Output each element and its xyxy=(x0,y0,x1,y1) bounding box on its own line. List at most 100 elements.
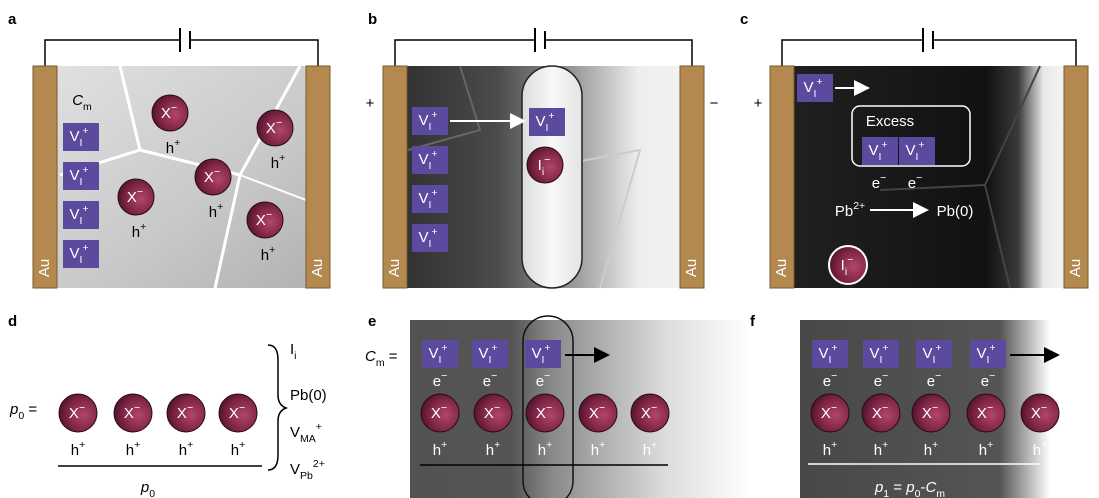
superscript: + xyxy=(441,439,447,451)
superscript: + xyxy=(932,439,938,451)
panel-letter: d xyxy=(8,313,17,330)
superscript: + xyxy=(187,439,193,451)
superscript: + xyxy=(989,342,995,354)
panel-letter: f xyxy=(750,313,756,330)
subscript: I xyxy=(545,122,548,134)
text-part: h xyxy=(271,155,279,172)
superscript: + xyxy=(935,342,941,354)
text-part: X xyxy=(821,405,831,422)
superscript: + xyxy=(431,109,437,121)
text-part: X xyxy=(161,105,171,122)
subscript: i xyxy=(294,350,296,362)
text-part: h xyxy=(179,442,187,459)
text-part: h xyxy=(591,442,599,459)
text-part: e xyxy=(483,373,491,390)
text-part: Pb xyxy=(835,203,853,220)
superscript: + xyxy=(548,110,554,122)
hole: h+ xyxy=(179,439,193,459)
superscript: + xyxy=(316,421,322,433)
subscript: I xyxy=(79,176,82,188)
superscript: + xyxy=(546,439,552,451)
text-part: X xyxy=(69,405,79,422)
subscript: I xyxy=(878,151,881,163)
superscript: + xyxy=(174,137,180,149)
wire xyxy=(395,40,535,66)
text-part: C xyxy=(72,92,83,109)
text-part: X xyxy=(177,405,187,422)
superscript: + xyxy=(831,342,837,354)
text-part: X xyxy=(204,169,214,186)
electrode-label: Au xyxy=(309,259,326,277)
subscript: I xyxy=(879,354,882,366)
text-part: h xyxy=(433,442,441,459)
superscript: − xyxy=(847,254,853,266)
sign: + xyxy=(366,95,375,112)
text-part: h xyxy=(261,247,269,264)
text-part: = xyxy=(889,479,906,496)
text-part: X xyxy=(484,405,494,422)
subscript: I xyxy=(438,354,441,366)
sign: + xyxy=(754,95,763,112)
text-part: V xyxy=(976,345,986,362)
superscript: − xyxy=(546,402,552,414)
text-part: V xyxy=(418,229,428,246)
superscript: − xyxy=(134,402,140,414)
superscript: 2+ xyxy=(313,458,325,470)
text-part: h xyxy=(231,442,239,459)
superscript: + xyxy=(82,203,88,215)
subscript: I xyxy=(79,215,82,227)
lhs: p0 = xyxy=(9,401,37,422)
hole: h+ xyxy=(71,439,85,459)
text-part: h xyxy=(132,224,140,241)
text-part: V xyxy=(868,142,878,159)
superscript: − xyxy=(441,402,447,414)
text-part: e xyxy=(874,373,882,390)
superscript: + xyxy=(918,139,924,151)
text-part: C xyxy=(925,479,936,496)
text-part: V xyxy=(818,345,828,362)
superscript: + xyxy=(1041,439,1047,451)
superscript: + xyxy=(239,439,245,451)
superscript: − xyxy=(831,370,837,382)
subscript: I xyxy=(488,354,491,366)
subscript: I xyxy=(428,238,431,250)
figure: aAuAuCmVI+VI+VI+VI+X−h+X−h+X−h+X−h+X−h+b… xyxy=(0,0,1099,498)
subscript: i xyxy=(845,266,847,278)
text-part: X xyxy=(256,212,266,229)
superscript: + xyxy=(79,439,85,451)
defect: Pb(0) xyxy=(290,387,327,404)
subscript: I xyxy=(813,88,816,100)
superscript: + xyxy=(494,439,500,451)
panel-letter: c xyxy=(740,11,748,28)
text-part: X xyxy=(589,405,599,422)
hole: h+ xyxy=(126,439,140,459)
wire xyxy=(782,40,923,66)
subscript: I xyxy=(915,151,918,163)
sign: − xyxy=(710,95,719,112)
text-part: h xyxy=(1033,442,1041,459)
superscript: + xyxy=(431,187,437,199)
superscript: + xyxy=(82,125,88,137)
superscript: − xyxy=(882,402,888,414)
text-part: V xyxy=(69,167,79,184)
panel-letter: b xyxy=(368,11,377,28)
subscript: I xyxy=(428,199,431,211)
text-part: = xyxy=(385,348,398,365)
text-part: V xyxy=(531,345,541,362)
subscript: I xyxy=(541,354,544,366)
superscript: + xyxy=(140,221,146,233)
text-part: X xyxy=(872,405,882,422)
text-part: p xyxy=(905,479,914,496)
text-part: V xyxy=(922,345,932,362)
panel-letter: e xyxy=(368,313,376,330)
subscript: I xyxy=(428,160,431,172)
text-part: h xyxy=(209,204,217,221)
superscript: 2+ xyxy=(853,200,865,212)
superscript: − xyxy=(276,117,282,129)
superscript: + xyxy=(431,148,437,160)
text-part: X xyxy=(127,189,137,206)
text-part: X xyxy=(977,405,987,422)
subscript: I xyxy=(986,354,989,366)
text-part: h xyxy=(538,442,546,459)
panel-letter: a xyxy=(8,11,17,28)
